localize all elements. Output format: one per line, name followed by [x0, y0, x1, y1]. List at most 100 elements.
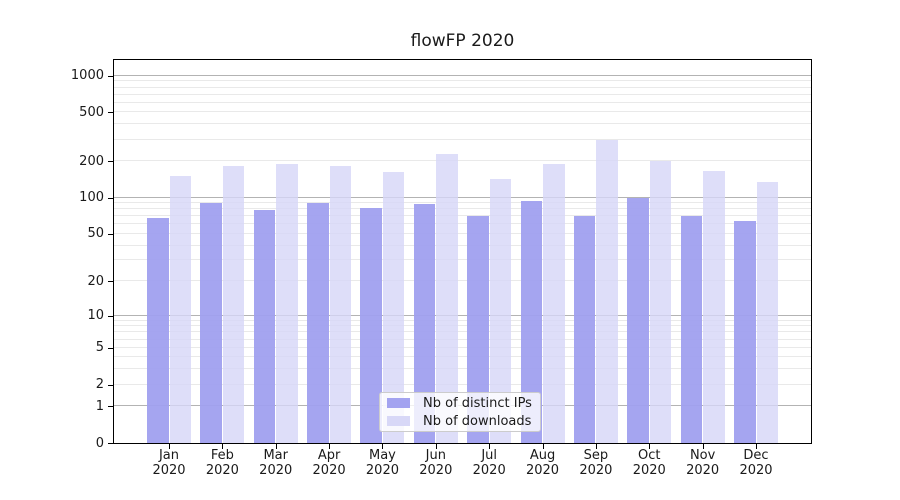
legend-item-downloads: Nb of downloads: [380, 414, 540, 429]
y-tick-label: 0: [95, 435, 104, 451]
bar-downloads: [329, 166, 352, 443]
legend-swatch-ips-icon: [387, 398, 410, 408]
legend-item-distinct-ips: Nb of distinct IPs: [380, 396, 540, 411]
minor-gridline: [114, 215, 811, 217]
y-tick-mark: [108, 315, 113, 317]
minor-gridline: [114, 80, 811, 82]
minor-gridline: [114, 93, 811, 95]
minor-gridline: [114, 259, 811, 261]
bar-downloads: [703, 171, 725, 443]
chart-title: flowFP 2020: [410, 31, 515, 51]
bar-distinct-ips: [413, 203, 436, 443]
legend: Nb of distinct IPs Nb of downloads: [379, 392, 541, 432]
minor-gridline: [114, 368, 811, 370]
y-tick-label: 10: [87, 308, 104, 323]
minor-gridline: [114, 331, 811, 333]
legend-swatch-downloads-icon: [387, 416, 410, 426]
minor-gridline: [114, 123, 811, 125]
y-tick-label: 1: [95, 398, 104, 414]
major-gridline: [114, 196, 811, 198]
minor-gridline: [114, 244, 811, 246]
x-tick-mark: [382, 444, 384, 449]
y-tick-mark: [108, 197, 113, 199]
minor-gridline: [114, 202, 811, 204]
minor-gridline: [114, 280, 811, 282]
bar-distinct-ips: [573, 216, 596, 443]
minor-gridline: [114, 208, 811, 210]
y-tick-label: 50: [87, 226, 104, 242]
minor-gridline: [114, 111, 811, 113]
minor-gridline: [114, 138, 811, 140]
x-tick-label: Feb 2020: [205, 448, 239, 478]
x-tick-mark: [275, 444, 277, 449]
x-tick-mark: [329, 444, 331, 449]
minor-gridline: [114, 160, 811, 162]
x-tick-label: Mar 2020: [259, 448, 293, 478]
minor-gridline: [114, 223, 811, 225]
legend-label-downloads: Nb of downloads: [423, 413, 532, 429]
bar-distinct-ips: [253, 210, 276, 443]
bar-distinct-ips: [360, 208, 382, 443]
major-gridline: [114, 74, 811, 76]
minor-gridline: [114, 356, 811, 358]
x-tick-mark: [435, 444, 437, 449]
x-tick-label: Jan 2020: [152, 448, 186, 478]
bar-distinct-ips: [467, 216, 489, 443]
y-tick-label: 5: [95, 340, 104, 356]
x-tick-label: Jul 2020: [472, 448, 506, 478]
y-tick-mark: [108, 161, 113, 163]
plot-area: [113, 59, 812, 444]
y-tick-mark: [108, 347, 113, 349]
x-tick-label: Nov 2020: [686, 448, 720, 478]
bar-downloads: [276, 164, 298, 443]
y-tick-mark: [108, 384, 113, 386]
minor-gridline: [114, 86, 811, 88]
minor-gridline: [114, 338, 811, 340]
bar-downloads: [756, 181, 778, 443]
x-tick-label: Aug 2020: [525, 448, 560, 478]
x-tick-label: May 2020: [365, 448, 399, 478]
legend-label-distinct-ips: Nb of distinct IPs: [423, 395, 532, 411]
bar-downloads: [222, 166, 245, 443]
x-tick-label: Sep 2020: [579, 448, 613, 478]
x-tick-mark: [169, 444, 170, 449]
y-tick-mark: [108, 443, 113, 444]
y-tick-mark: [108, 112, 113, 114]
minor-gridline: [114, 346, 811, 348]
bar-downloads: [436, 153, 458, 443]
y-tick-mark: [108, 233, 113, 235]
minor-gridline: [114, 319, 811, 321]
bar-distinct-ips: [627, 197, 649, 443]
x-tick-mark: [756, 444, 757, 449]
x-tick-mark: [222, 444, 224, 449]
x-tick-label: Jun 2020: [419, 448, 453, 478]
minor-gridline: [114, 383, 811, 385]
y-tick-label: 100: [79, 190, 104, 206]
y-tick-mark: [108, 406, 113, 408]
x-tick-mark: [595, 444, 597, 449]
x-tick-label: Dec 2020: [739, 448, 773, 478]
y-tick-mark: [108, 75, 113, 77]
bar-downloads: [382, 171, 405, 443]
bar-distinct-ips: [307, 203, 329, 443]
minor-gridline: [114, 325, 811, 327]
bar-downloads: [489, 178, 512, 443]
x-tick-label: Apr 2020: [312, 448, 346, 478]
y-tick-label: 500: [79, 104, 104, 120]
bar-distinct-ips: [147, 217, 169, 443]
x-tick-mark: [702, 444, 704, 449]
y-tick-mark: [108, 281, 113, 283]
bar-distinct-ips: [200, 202, 222, 443]
bar-downloads: [169, 176, 191, 443]
bar-downloads: [543, 163, 565, 443]
minor-gridline: [114, 101, 811, 103]
x-tick-label: Oct 2020: [632, 448, 666, 478]
x-tick-mark: [489, 444, 491, 449]
bar-downloads: [596, 139, 618, 443]
y-tick-label: 20: [87, 273, 104, 289]
y-tick-label: 2: [95, 377, 104, 393]
x-tick-mark: [542, 444, 544, 449]
major-gridline: [114, 314, 811, 316]
y-tick-label: 1000: [70, 68, 104, 84]
